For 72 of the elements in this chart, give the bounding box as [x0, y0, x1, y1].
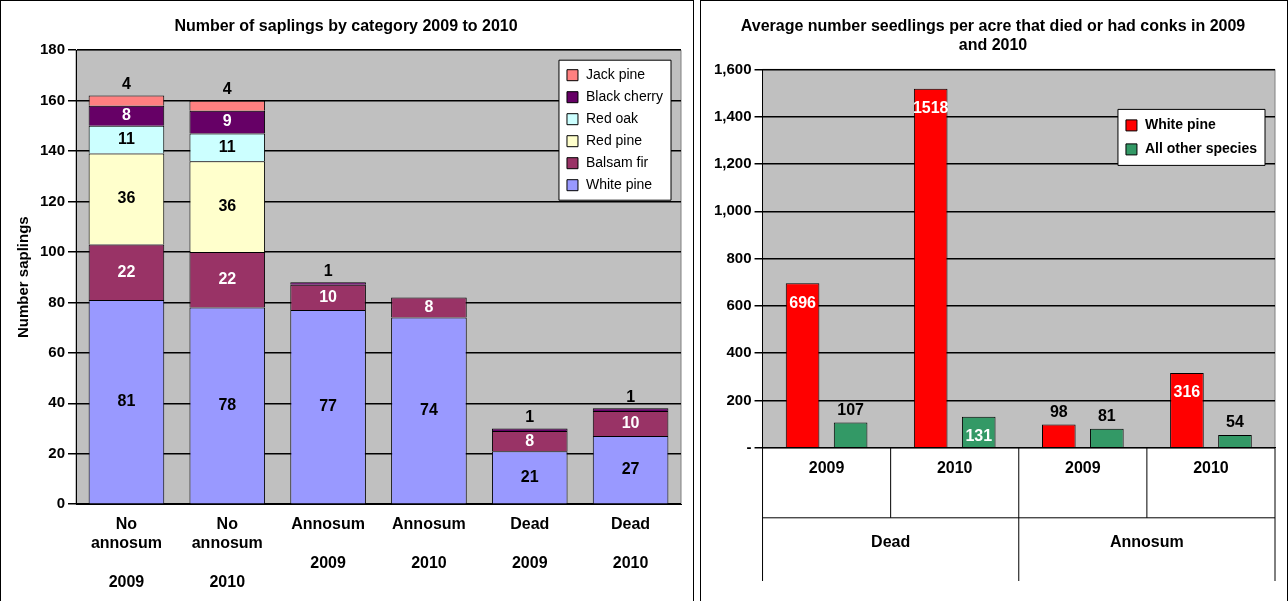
data-label: 8	[121, 106, 131, 124]
y-tick-label: 600	[726, 296, 752, 314]
y-axis-title: Number saplings	[14, 216, 32, 339]
y-tick-label: 800	[726, 248, 752, 266]
y-tick-label: 0	[56, 494, 66, 512]
y-tick-label: 180	[40, 40, 66, 58]
y-tick-label: 400	[726, 343, 752, 361]
data-label: 107	[837, 400, 865, 418]
x-tick-label: 2010	[936, 458, 973, 476]
y-tick-label: 160	[40, 90, 66, 108]
data-label: 98	[1049, 403, 1068, 421]
data-label: 77	[319, 397, 338, 415]
data-label: 1	[525, 407, 535, 425]
text: Annosum	[1109, 533, 1184, 551]
legend-label: Black cherry	[585, 88, 664, 105]
y-tick-label: 1,600	[713, 59, 752, 77]
data-label: 131	[965, 427, 993, 445]
data-label: 1	[626, 387, 636, 405]
x-tick-label: 2010	[1193, 458, 1229, 476]
legend-label: Red pine	[585, 132, 643, 149]
data-label: 36	[117, 189, 136, 207]
x-tick-label: 2009	[808, 458, 845, 476]
y-tick-label: 20	[48, 443, 66, 461]
category-label: Annosum 2010	[392, 515, 466, 571]
category-label: No annosum 2009	[90, 515, 162, 590]
data-label: 9	[222, 112, 232, 130]
data-label: 36	[218, 196, 237, 214]
legend-label: Balsam fir	[585, 154, 649, 171]
data-label: 8	[525, 431, 535, 449]
data-label: 81	[1097, 407, 1116, 425]
y-tick-label: -	[746, 437, 752, 455]
legend-label: White pine	[585, 176, 653, 193]
legend-label: All other species	[1144, 140, 1258, 157]
data-label: 11	[218, 137, 236, 155]
data-label: 21	[520, 467, 539, 485]
y-tick-label: 40	[48, 393, 66, 411]
legend-label: Red oak	[585, 110, 640, 127]
y-tick-label: 1,200	[713, 154, 752, 172]
data-label: 78	[218, 395, 237, 413]
data-label: 22	[218, 270, 237, 288]
data-label: 27	[621, 460, 640, 478]
y-tick-label: 140	[40, 141, 66, 159]
data-label: 22	[117, 262, 136, 280]
data-label: 316	[1173, 383, 1201, 401]
data-label: 8	[424, 297, 434, 315]
category-label: Annosum 2009	[291, 515, 365, 571]
x-tick-label: 2009	[1065, 458, 1101, 476]
chart-title: Average number seedlings per acre that died or had conks in 2009 and 2010	[740, 17, 1246, 54]
data-label: 10	[621, 413, 640, 431]
chart-title: Number of saplings by category 2009 to 2010	[174, 17, 518, 35]
y-tick-label: 80	[48, 292, 66, 310]
data-label: 74	[420, 400, 438, 418]
y-tick-label: 60	[48, 343, 66, 361]
data-label: 11	[117, 130, 135, 148]
data-label: 81	[117, 392, 136, 410]
legend-label: Jack pine	[585, 66, 646, 83]
data-label: 54	[1226, 413, 1244, 431]
legend-label: White pine	[1144, 116, 1216, 133]
category-label: No annosum 2010	[191, 515, 263, 590]
text: Dead	[871, 533, 911, 551]
y-tick-label: 100	[40, 242, 66, 260]
category-label: Dead 2010	[611, 515, 651, 571]
category-label: Dead 2009	[510, 515, 550, 571]
y-tick-label: 1,000	[713, 201, 752, 219]
data-label: 696	[789, 293, 817, 311]
data-label: 1	[323, 261, 333, 279]
data-label: 10	[319, 287, 338, 305]
y-tick-label: 120	[40, 191, 66, 209]
y-tick-label: 1,400	[713, 106, 752, 124]
y-tick-label: 200	[726, 390, 752, 408]
data-label: 4	[222, 80, 232, 98]
data-label: 4	[121, 75, 131, 93]
